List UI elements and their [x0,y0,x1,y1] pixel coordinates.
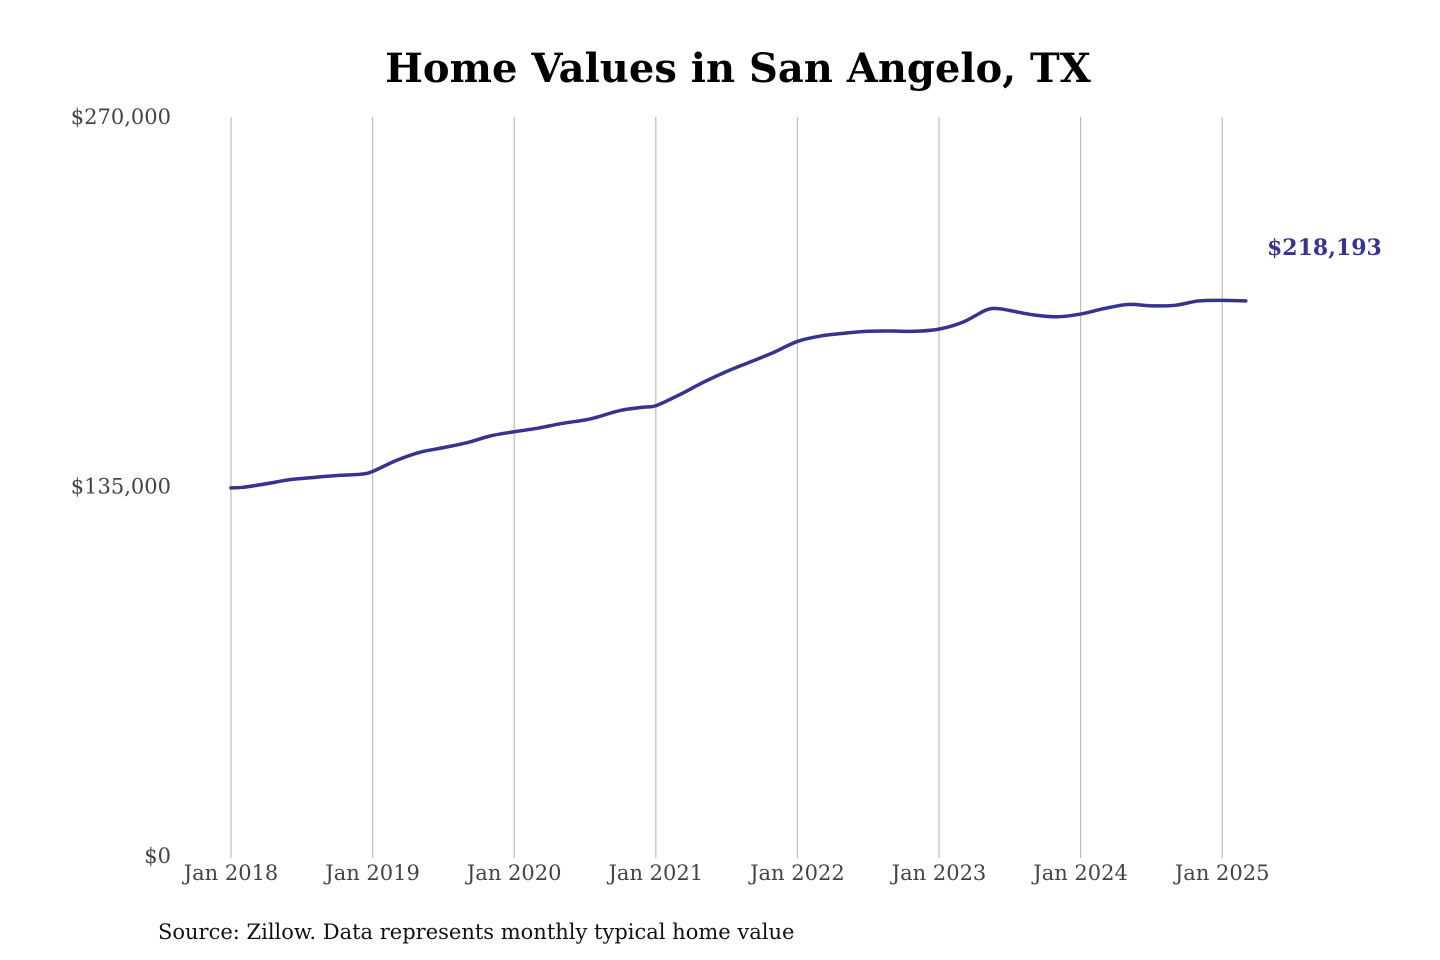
source-note: Source: Zillow. Data represents monthly … [158,920,794,944]
y-tick-label: $270,000 [71,105,171,129]
x-tick-label: Jan 2021 [607,861,704,885]
chart-title: Home Values in San Angelo, TX [385,45,1091,92]
y-tick-label: $135,000 [71,475,171,499]
y-axis-ticks: $0 $135,000 $270,000 [71,105,171,868]
x-tick-label: Jan 2023 [890,861,987,885]
series-line-0 [229,298,1248,490]
x-tick-label: Jan 2022 [748,861,845,885]
x-tick-label: Jan 2025 [1173,861,1270,885]
x-tick-label: Jan 2024 [1031,861,1128,885]
x-axis-ticks: Jan 2018 Jan 2019 Jan 2020 Jan 2021 Jan 2022… [182,861,1270,885]
gridlines [230,117,1223,858]
x-tick-label: Jan 2020 [465,861,562,885]
series-layer [229,298,1248,490]
end-value-label: $218,193 [1267,235,1382,261]
x-tick-label: Jan 2019 [323,861,420,885]
y-tick-label: $0 [144,844,171,868]
x-tick-label: Jan 2018 [182,861,279,885]
